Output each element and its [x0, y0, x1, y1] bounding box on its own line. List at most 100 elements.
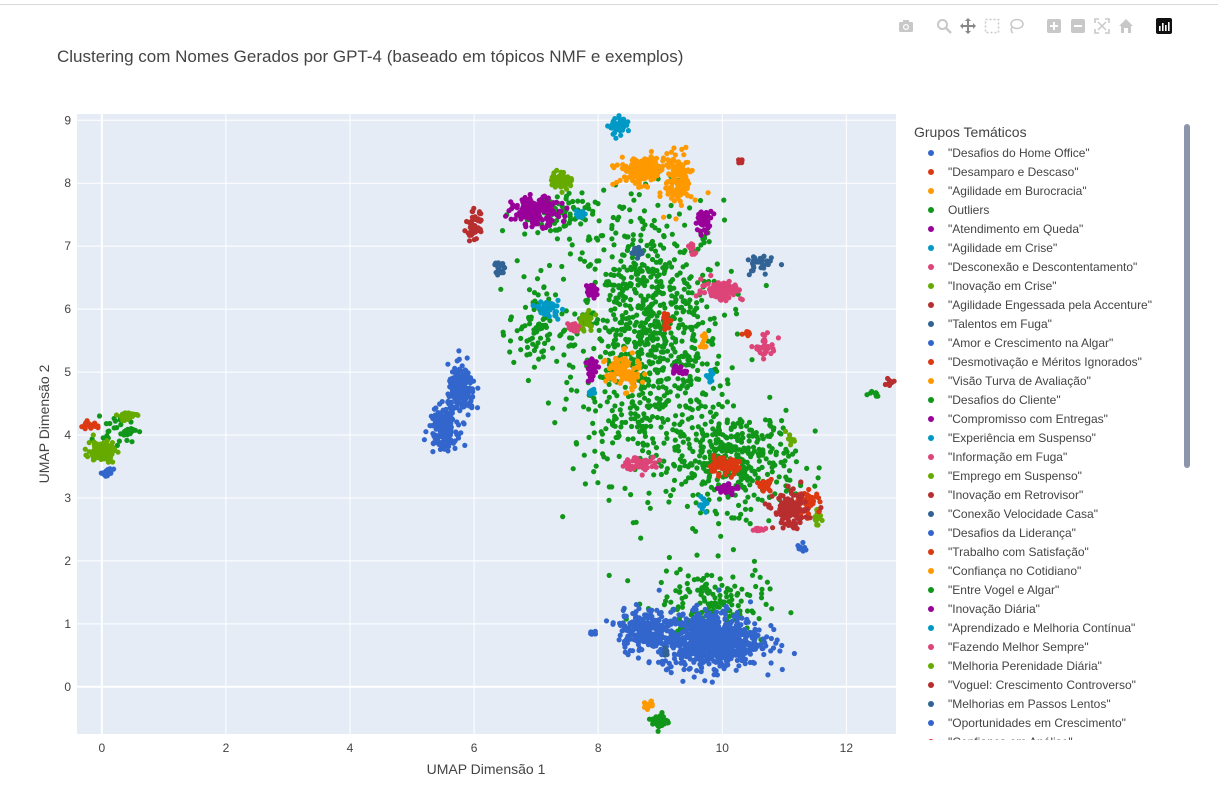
data-point: [687, 589, 693, 595]
data-point: [689, 310, 695, 316]
data-point: [614, 393, 620, 399]
data-point: [775, 335, 782, 341]
plotly-logo-icon[interactable]: [1154, 16, 1174, 36]
data-point: [650, 337, 656, 343]
box-select-icon[interactable]: [982, 16, 1002, 36]
data-point: [470, 393, 476, 400]
data-point: [768, 635, 775, 642]
data-point: [704, 304, 710, 310]
data-point: [613, 230, 619, 236]
data-point: [679, 338, 685, 344]
data-point: [699, 413, 705, 419]
data-point: [666, 660, 672, 667]
data-point: [676, 358, 682, 364]
x-tick-label: 12: [840, 741, 854, 755]
data-point: [653, 445, 660, 451]
data-point: [651, 619, 657, 625]
camera-icon[interactable]: [896, 16, 916, 36]
data-point: [753, 525, 759, 532]
data-point: [785, 483, 791, 489]
data-point: [643, 612, 649, 618]
data-point: [586, 234, 592, 240]
data-point: [134, 412, 140, 418]
data-point: [563, 396, 569, 402]
data-point: [698, 232, 704, 238]
data-point: [667, 287, 674, 293]
data-point: [600, 451, 606, 457]
data-point: [508, 216, 514, 222]
data-point: [569, 242, 575, 248]
data-point: [734, 331, 741, 337]
data-point: [673, 413, 679, 419]
data-point: [611, 242, 617, 248]
y-tick-label: 2: [64, 554, 71, 568]
data-point: [527, 351, 533, 357]
data-point: [751, 492, 757, 498]
data-point: [644, 621, 650, 627]
data-point: [97, 445, 103, 451]
x-tick-label: 8: [595, 741, 602, 755]
data-point: [561, 352, 567, 358]
data-point: [751, 558, 758, 564]
data-point: [647, 361, 653, 367]
data-point: [760, 452, 766, 458]
data-point: [728, 474, 734, 480]
data-point: [649, 284, 655, 290]
data-point: [640, 634, 647, 640]
data-point: [712, 584, 718, 590]
data-point: [454, 373, 460, 379]
data-point: [132, 427, 138, 433]
data-point: [606, 418, 612, 424]
data-point: [612, 116, 618, 122]
data-point: [742, 661, 748, 667]
data-point: [534, 304, 540, 310]
data-point: [627, 280, 633, 287]
lasso-icon[interactable]: [1006, 16, 1026, 36]
data-point: [537, 200, 543, 206]
data-point: [642, 364, 649, 370]
data-point: [594, 258, 600, 264]
data-point: [806, 493, 812, 499]
data-point: [579, 190, 585, 196]
data-point: [699, 297, 705, 303]
data-point: [535, 340, 541, 346]
data-point: [687, 304, 693, 310]
data-point: [645, 382, 652, 388]
data-point: [713, 431, 720, 438]
data-point: [735, 479, 742, 485]
data-point: [673, 310, 680, 316]
data-point: [724, 594, 730, 600]
data-point: [635, 655, 642, 661]
data-point: [754, 434, 760, 440]
data-point: [652, 248, 659, 254]
autoscale-icon[interactable]: [1092, 16, 1112, 36]
zoom-icon[interactable]: [934, 16, 954, 36]
data-point: [683, 479, 689, 485]
data-point: [658, 349, 665, 355]
data-point: [658, 646, 664, 652]
zoom-in-icon[interactable]: [1044, 16, 1064, 36]
zoom-out-icon[interactable]: [1068, 16, 1088, 36]
data-point: [770, 427, 777, 433]
data-point: [458, 390, 464, 396]
data-point: [659, 622, 665, 628]
data-point: [678, 294, 685, 300]
data-point: [622, 384, 628, 390]
data-point: [705, 190, 711, 196]
data-point: [550, 182, 556, 188]
home-icon[interactable]: [1116, 16, 1136, 36]
data-point: [657, 242, 664, 248]
data-point: [437, 428, 443, 434]
data-point: [632, 171, 638, 178]
data-point: [764, 471, 771, 477]
data-point: [781, 515, 787, 521]
pan-icon[interactable]: [958, 16, 978, 36]
data-point: [714, 463, 720, 469]
data-point: [701, 595, 707, 601]
data-point: [671, 477, 678, 483]
data-point: [454, 405, 460, 411]
data-point: [681, 659, 687, 665]
plot-area[interactable]: [77, 114, 896, 734]
data-point: [531, 364, 538, 370]
